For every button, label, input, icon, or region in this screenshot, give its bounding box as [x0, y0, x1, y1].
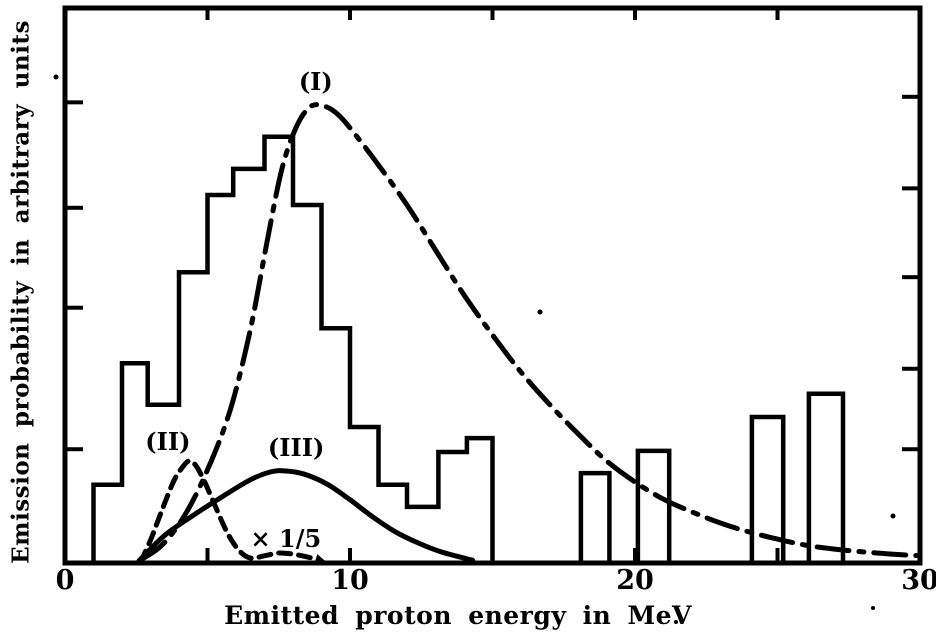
curve-III: [136, 468, 476, 564]
x-tick-label-0: 0: [55, 565, 75, 596]
label-curve-I: (I): [298, 66, 333, 96]
label-curve-III: (III): [267, 433, 325, 463]
x-tick-label-20: 20: [616, 565, 654, 596]
histogram-outline: [91, 134, 846, 563]
scan-speck: [871, 606, 875, 610]
scan-speck: [674, 620, 678, 624]
x-axis-title: Emitted proton energy in MeV: [224, 601, 692, 630]
scan-speck: [537, 309, 543, 315]
x-tick-label-30: 30: [901, 565, 936, 596]
curve-II: [138, 458, 322, 565]
scan-speck: [890, 513, 896, 519]
label-curve-II: (II): [145, 427, 191, 456]
curve-I: [136, 102, 923, 564]
y-axis-title: Emission probability in arbitrary units: [7, 20, 35, 564]
scan-speck: [53, 74, 59, 80]
arrowhead-icon: [314, 554, 328, 565]
x-tick-label-10: 10: [331, 565, 369, 596]
scale-note: × 1/5: [250, 524, 322, 554]
